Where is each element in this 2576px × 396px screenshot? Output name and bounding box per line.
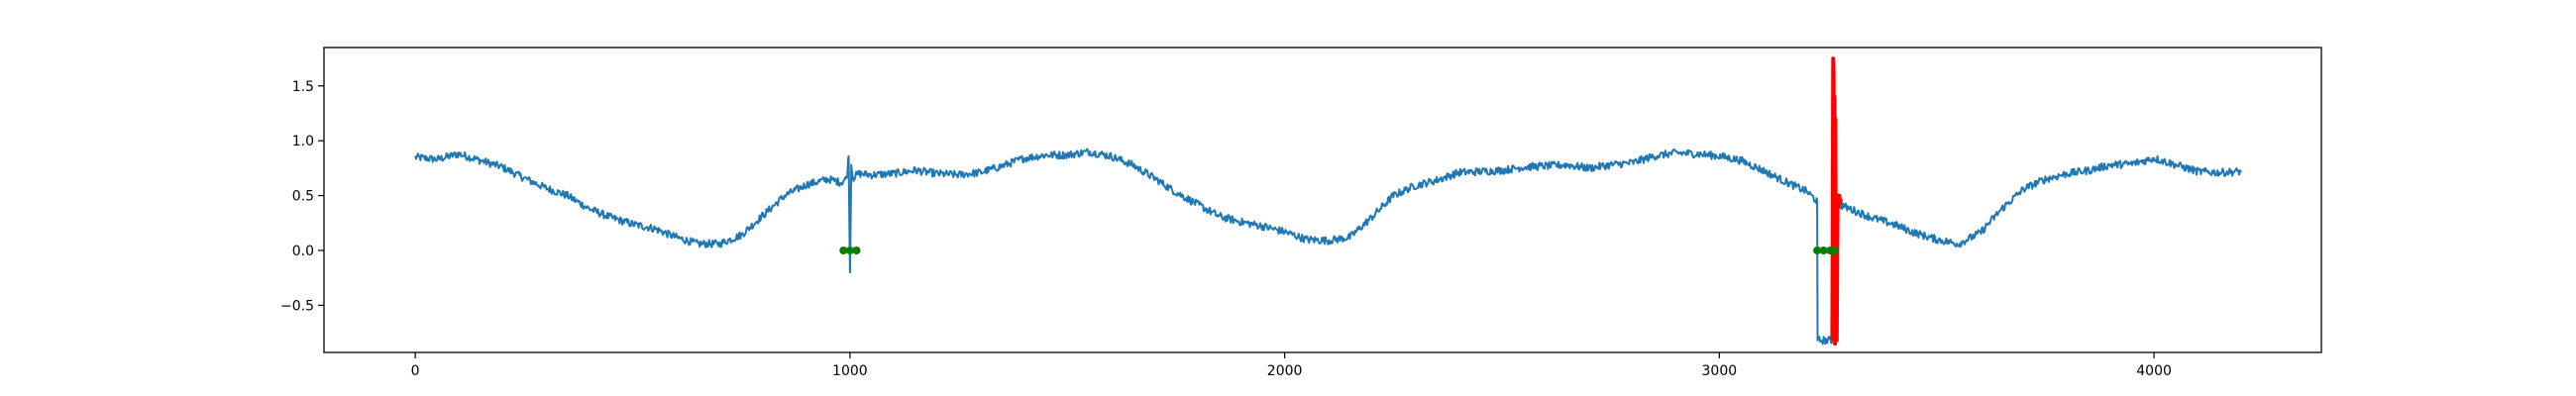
y-tick-label: 1.5 xyxy=(292,79,314,95)
series-layer xyxy=(414,56,2242,346)
axes-frame xyxy=(323,47,2322,353)
x-axis: 0 1000 2000 3000 4000 xyxy=(411,352,2172,379)
marker-point-1-3 xyxy=(852,247,861,254)
x-tick-label: 0 xyxy=(411,363,420,379)
y-tick-label: 0.5 xyxy=(292,189,314,205)
x-tick-label: 1000 xyxy=(832,363,868,379)
x-tick-label: 3000 xyxy=(1702,363,1738,379)
series-line-2 xyxy=(1830,56,1844,346)
y-tick-label: 0.0 xyxy=(292,244,314,259)
y-tick-label: 1.0 xyxy=(292,134,314,149)
marker-point-2-2 xyxy=(1819,247,1828,254)
y-tick-label: −0.5 xyxy=(280,298,314,314)
marker-point-1-1 xyxy=(839,247,848,254)
marker-layer xyxy=(839,247,1839,254)
marker-point-1-2 xyxy=(845,247,854,254)
x-tick-label: 2000 xyxy=(1267,363,1303,379)
y-axis: −0.5 0.0 0.5 1.0 1.5 xyxy=(280,79,324,314)
marker-point-2-4 xyxy=(1830,247,1839,254)
marker-point-2-1 xyxy=(1813,247,1822,254)
series-line-1 xyxy=(414,148,2242,346)
x-tick-label: 4000 xyxy=(2136,363,2172,379)
